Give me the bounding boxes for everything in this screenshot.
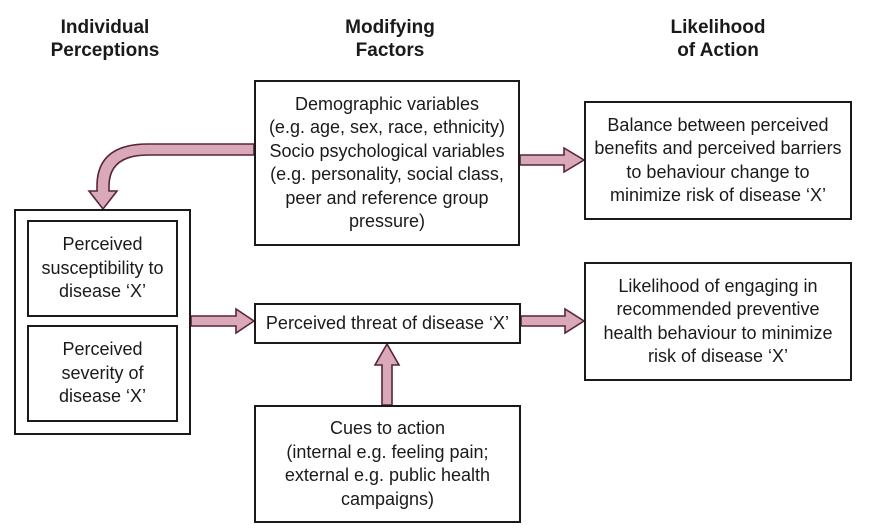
header-line: Modifying [345, 17, 435, 38]
header-individual-perceptions: Individual Perceptions [40, 16, 170, 62]
modifying-factors-box: Demographic variables (e.g. age, sex, ra… [254, 80, 520, 246]
header-line: of Action [677, 40, 759, 61]
likelihood-of-engaging-box: Likelihood of engaging in recommended pr… [584, 262, 852, 381]
box-line: (internal e.g. feeling pain; [286, 441, 489, 462]
perceived-severity-box: Perceived severity of disease ‘X’ [27, 325, 178, 422]
box-line: minimize risk of disease ‘X’ [609, 185, 827, 205]
box-line: Perceived [62, 339, 143, 360]
header-likelihood-of-action: Likelihood of Action [648, 16, 788, 62]
balance-box: Balance between perceived benefits and p… [584, 101, 852, 220]
box-line: disease ‘X’ [58, 386, 147, 407]
box-line: Perceived threat of disease ‘X’ [265, 312, 510, 333]
box-line: peer and reference group [285, 187, 489, 208]
box-line: risk of disease ‘X’ [647, 346, 789, 366]
box-line: recommended preventive [616, 299, 820, 319]
arrow-threat-to-likelihood [520, 307, 586, 335]
box-line: external e.g. public health [284, 465, 491, 485]
box-line: severity of [61, 362, 144, 383]
cues-to-action-box: Cues to action (internal e.g. feeling pa… [254, 405, 521, 523]
box-line: Balance between perceived [607, 114, 829, 135]
header-line: Likelihood [670, 17, 766, 38]
arrow-perceptions-to-threat [190, 307, 256, 335]
box-line: (e.g. personality, social class, [270, 164, 504, 184]
perceived-threat-box: Perceived threat of disease ‘X’ [254, 303, 521, 344]
arrow-modifying-to-perceptions [87, 143, 255, 211]
box-line: susceptibility to [41, 257, 164, 278]
box-line: Socio psychological variables [269, 140, 505, 161]
box-line: health behaviour to minimize [603, 322, 833, 343]
perceived-susceptibility-box: Perceived susceptibility to disease ‘X’ [27, 220, 178, 317]
box-line: pressure) [348, 211, 426, 231]
box-line: benefits and perceived barriers [594, 138, 842, 158]
box-line: campaigns) [340, 488, 435, 509]
box-line: Likelihood of engaging in [618, 275, 818, 296]
arrow-cues-to-threat [373, 342, 401, 406]
header-modifying-factors: Modifying Factors [320, 16, 460, 62]
header-line: Individual [60, 17, 150, 38]
box-line: Demographic variables [294, 93, 480, 114]
box-line: Cues to action [329, 418, 446, 438]
box-line: (e.g. age, sex, race, ethnicity) [268, 117, 506, 137]
box-line: to behaviour change to [626, 161, 810, 182]
arrow-modifying-to-balance [519, 146, 586, 174]
header-line: Perceptions [50, 40, 160, 61]
box-line: Perceived [62, 234, 143, 255]
header-line: Factors [355, 40, 425, 61]
box-line: disease ‘X’ [58, 281, 147, 302]
